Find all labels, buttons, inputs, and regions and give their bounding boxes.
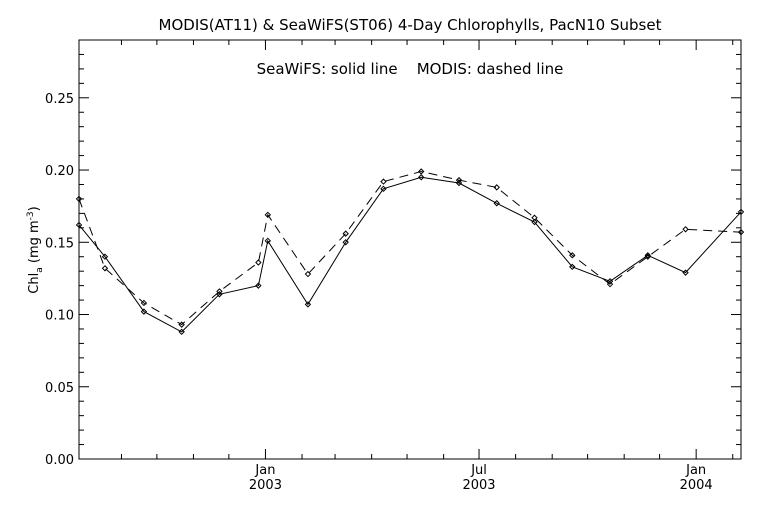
y-axis: 0.00 0.05 0.10 0.15 0.20 0.25 bbox=[45, 53, 741, 468]
seawifs-data-point bbox=[380, 185, 387, 193]
seawifs-data-point bbox=[140, 308, 148, 315]
chart-title: MODIS(AT11) & SeaWiFS(ST06) 4-Day Chloro… bbox=[159, 16, 662, 34]
y-tick-label: 0.00 bbox=[45, 453, 74, 468]
seawifs-data-point bbox=[531, 218, 538, 226]
modis-data-point bbox=[342, 230, 349, 237]
seawifs-data-point bbox=[737, 208, 745, 216]
y-axis-label-sup: -3 bbox=[26, 211, 36, 220]
y-tick-label: 0.15 bbox=[45, 236, 74, 251]
seawifs-data-point bbox=[569, 263, 576, 271]
y-axis-label-sub: a bbox=[35, 267, 45, 273]
x-tick-label-month: Jan bbox=[254, 463, 275, 478]
modis-data-point bbox=[304, 270, 312, 278]
seawifs-data-point bbox=[644, 252, 651, 259]
x-tick-label-year: 2003 bbox=[462, 478, 495, 493]
modis-data-point bbox=[178, 321, 185, 328]
y-axis-label-close: ) bbox=[27, 206, 42, 211]
seawifs-series-line bbox=[78, 176, 742, 333]
y-tick-label: 0.20 bbox=[45, 164, 74, 179]
seawifs-data-point bbox=[101, 253, 109, 260]
modis-data-point bbox=[216, 288, 223, 295]
seawifs-data-point bbox=[682, 269, 689, 276]
modis-data-point bbox=[606, 280, 614, 288]
seawifs-data-point bbox=[418, 174, 425, 181]
y-tick-label: 0.05 bbox=[45, 381, 74, 396]
y-axis-label: Chla (mg m-3) bbox=[26, 206, 45, 293]
seawifs-data-point bbox=[75, 221, 83, 229]
plot-frame bbox=[78, 39, 742, 460]
modis-data-point bbox=[493, 184, 500, 191]
x-tick-label-year: 2004 bbox=[680, 478, 713, 493]
modis-data-point bbox=[140, 299, 148, 307]
y-tick-label: 0.10 bbox=[45, 309, 74, 324]
modis-data-point bbox=[255, 259, 262, 266]
seawifs-data-point bbox=[264, 237, 272, 245]
modis-data-point bbox=[75, 195, 83, 203]
seawifs-data-point bbox=[178, 328, 185, 336]
seawifs-data-point bbox=[455, 179, 463, 187]
seawifs-data-point bbox=[255, 282, 262, 289]
modis-data-point bbox=[737, 228, 745, 236]
y-axis-label-unit: (mg m bbox=[27, 220, 42, 267]
seawifs-data-point bbox=[304, 301, 312, 308]
x-tick-label-year: 2003 bbox=[249, 478, 282, 493]
modis-data-point bbox=[644, 253, 651, 260]
chart-subtitle: SeaWiFS: solid line MODIS: dashed line bbox=[257, 60, 564, 78]
x-tick-label-month: Jan bbox=[685, 463, 706, 478]
y-axis-label-main: Chl bbox=[27, 273, 42, 294]
modis-data-point bbox=[418, 168, 425, 175]
x-tick-label-month: Jul bbox=[470, 463, 487, 478]
y-tick-label: 0.25 bbox=[45, 92, 74, 107]
modis-data-point bbox=[380, 178, 387, 185]
series-layer bbox=[75, 168, 745, 336]
seawifs-data-point bbox=[342, 239, 349, 246]
modis-data-point bbox=[682, 226, 689, 233]
modis-data-point bbox=[569, 252, 576, 259]
modis-data-point bbox=[101, 265, 109, 272]
modis-data-point bbox=[455, 176, 463, 184]
seawifs-data-point bbox=[493, 200, 500, 207]
modis-data-point bbox=[264, 211, 272, 219]
modis-data-point bbox=[531, 214, 538, 221]
modis-series-line bbox=[78, 170, 742, 326]
